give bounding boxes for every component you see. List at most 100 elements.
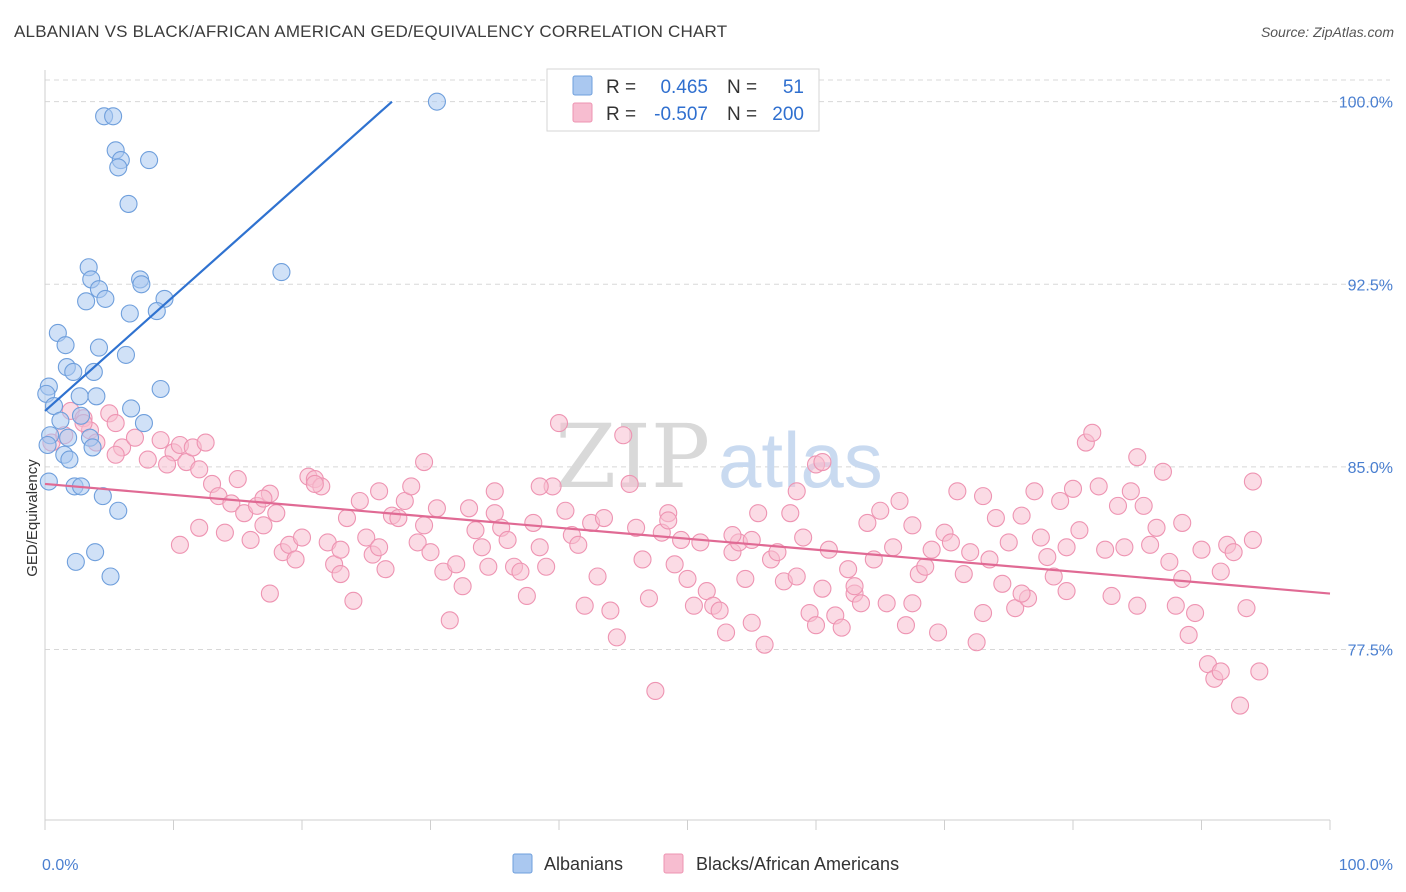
data-point xyxy=(973,603,993,623)
data-point xyxy=(77,292,96,311)
y-tick-label: 85.0% xyxy=(1348,460,1393,477)
data-point xyxy=(215,523,234,542)
data-point xyxy=(272,263,291,282)
legend-n-label: N = xyxy=(727,77,757,98)
data-point xyxy=(839,560,858,579)
data-point xyxy=(151,379,170,399)
data-point xyxy=(1231,696,1250,715)
data-point xyxy=(537,557,556,576)
data-point xyxy=(101,567,120,586)
data-point xyxy=(941,533,960,552)
data-point xyxy=(38,435,57,455)
data-point xyxy=(260,584,279,603)
data-point xyxy=(1211,662,1230,681)
data-point xyxy=(646,681,665,700)
data-point xyxy=(601,601,620,620)
data-point xyxy=(929,623,948,642)
y-tick-label: 100.0% xyxy=(1339,95,1393,112)
legend-r-label: R = xyxy=(606,104,636,125)
data-point xyxy=(190,460,209,479)
data-point xyxy=(196,433,215,452)
data-point xyxy=(286,550,305,569)
data-point xyxy=(485,482,504,501)
data-point xyxy=(106,445,125,464)
data-point xyxy=(787,567,806,586)
data-point xyxy=(190,518,209,537)
data-point xyxy=(1070,521,1089,540)
data-point xyxy=(549,414,569,433)
data-point xyxy=(916,557,935,576)
data-point xyxy=(415,516,434,535)
data-point xyxy=(466,521,485,540)
data-point xyxy=(1051,491,1070,511)
data-point xyxy=(84,362,103,381)
data-point xyxy=(64,362,83,381)
data-point xyxy=(1192,540,1211,559)
data-point xyxy=(71,406,91,425)
data-point xyxy=(530,477,549,496)
data-point xyxy=(1166,596,1185,615)
gridlines xyxy=(45,79,1390,651)
data-point xyxy=(83,438,102,457)
legend-n-label: N = xyxy=(727,104,757,125)
data-point xyxy=(498,530,517,550)
watermark-zip: ZIP xyxy=(555,405,710,508)
data-point xyxy=(120,304,139,323)
trend-line-blacks-african-americans xyxy=(44,482,1331,595)
watermark: ZIP atlas xyxy=(555,405,883,508)
y-axis-label: GED/Equivalency xyxy=(24,459,41,577)
data-point xyxy=(961,543,980,562)
data-point xyxy=(1102,586,1121,606)
data-point xyxy=(453,577,472,596)
data-point xyxy=(607,628,626,647)
data-point xyxy=(684,596,703,615)
data-point xyxy=(402,477,421,496)
data-point xyxy=(51,411,70,430)
data-point xyxy=(331,565,350,584)
data-point xyxy=(594,509,614,528)
bottom-legend-label-albanians: Albanians xyxy=(544,854,623,874)
x-tick-label: 0.0% xyxy=(42,857,78,874)
data-point xyxy=(60,450,79,469)
data-point xyxy=(556,501,575,520)
data-point xyxy=(415,452,434,472)
data-point xyxy=(151,431,170,450)
data-point xyxy=(1160,552,1179,571)
data-point xyxy=(122,399,141,418)
data-point xyxy=(96,289,115,308)
data-point xyxy=(408,533,427,552)
data-point xyxy=(755,635,774,654)
data-point xyxy=(1237,599,1256,618)
data-point xyxy=(1063,479,1083,498)
data-point xyxy=(344,591,363,610)
data-point xyxy=(1057,582,1076,601)
data-point xyxy=(672,530,691,550)
data-point xyxy=(851,594,871,613)
data-point xyxy=(337,509,357,528)
data-point xyxy=(1128,448,1147,467)
data-point xyxy=(66,552,85,571)
data-point xyxy=(710,601,729,620)
data-point xyxy=(575,596,594,615)
legend-swatch-blacks-african-americans xyxy=(572,102,593,123)
data-point xyxy=(691,533,710,552)
data-point xyxy=(620,474,639,494)
data-point xyxy=(1096,540,1115,559)
x-tick-labels: 0.0% 100.0% xyxy=(42,857,1393,874)
data-point xyxy=(999,533,1018,552)
data-point xyxy=(1243,530,1262,550)
data-point xyxy=(749,504,768,523)
data-point xyxy=(241,530,260,550)
data-point xyxy=(922,540,941,559)
data-point xyxy=(1134,496,1153,515)
data-point xyxy=(967,633,986,652)
data-point xyxy=(56,336,75,355)
data-point xyxy=(125,428,144,447)
bottom-legend-label-blacks-african-americans: Blacks/African Americans xyxy=(696,854,899,874)
data-point xyxy=(459,499,479,518)
data-point xyxy=(1044,567,1063,586)
data-point xyxy=(858,513,877,532)
data-point xyxy=(569,535,588,554)
data-point xyxy=(109,158,128,177)
data-point xyxy=(1179,625,1198,644)
